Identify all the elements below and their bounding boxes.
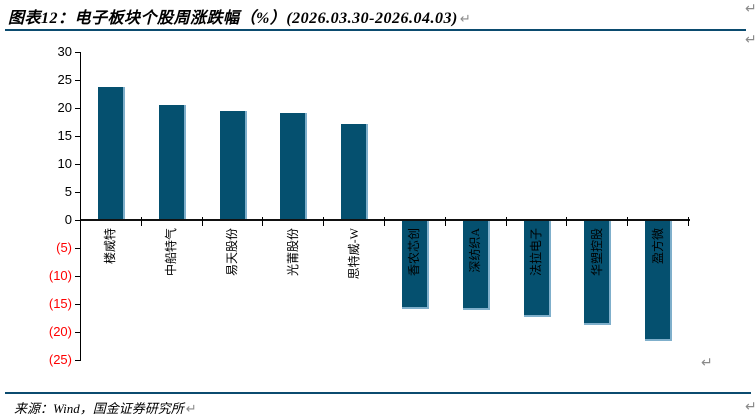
category-label: 香农芯创: [407, 228, 422, 277]
y-axis-tick-label: 10: [57, 156, 72, 171]
category-label: 楼威特: [103, 228, 118, 265]
return-mark-icon: ↵: [745, 1, 756, 17]
bar-4: [280, 112, 308, 219]
x-axis-tick: [262, 217, 264, 226]
x-axis-tick: [627, 217, 629, 226]
y-axis-tick-label: 15: [57, 128, 72, 143]
bar-3: [219, 110, 247, 219]
category-label: 盈方微: [650, 228, 665, 265]
y-axis-tick-label: (20): [48, 324, 72, 339]
y-axis-tick-label: (15): [48, 296, 72, 311]
y-axis-tick: [75, 136, 80, 137]
bar-5: [341, 123, 369, 219]
y-axis-tick: [75, 108, 80, 109]
x-axis-tick: [323, 217, 325, 226]
category-label: 法拉电子: [529, 228, 543, 277]
x-axis-tick: [688, 217, 689, 226]
y-axis-tick: [75, 360, 80, 361]
y-axis-tick-label: 25: [57, 72, 72, 87]
bar-1: [97, 87, 125, 219]
bar-9: [584, 221, 612, 325]
figure-title: 图表12：电子板块个股周涨跌幅（%）(2026.03.30-2026.04.03…: [8, 4, 471, 28]
category-label: 中船特气: [164, 228, 179, 277]
x-axis-tick: [505, 217, 507, 226]
x-axis-tick: [80, 217, 81, 226]
y-axis-tick: [75, 52, 80, 53]
figure-title-text: 图表12：电子板块个股周涨跌幅（%）(2026.03.30-2026.04.03…: [8, 10, 458, 27]
y-axis-tick: [75, 332, 80, 333]
x-axis-line: [80, 219, 690, 221]
category-label: 易天股份: [225, 228, 239, 277]
y-axis-tick: [75, 192, 80, 193]
x-axis-tick: [566, 217, 568, 226]
source-note: 来源：Wind，国金证券研究所 ↵: [14, 398, 197, 417]
y-axis-tick-label: 30: [57, 44, 72, 59]
return-mark-icon: ↵: [701, 355, 713, 371]
x-axis-tick: [201, 217, 203, 226]
x-axis-tick: [384, 217, 385, 226]
x-axis-tick: [140, 217, 142, 226]
bar-2: [158, 104, 186, 219]
y-axis-tick-label: 20: [57, 100, 72, 115]
bar-6: [401, 221, 429, 310]
y-axis-tick: [75, 164, 80, 165]
category-label: 深纺织A: [468, 228, 483, 273]
y-axis-line: [80, 52, 81, 361]
return-mark-icon: ↵: [745, 399, 756, 415]
x-axis-tick: [444, 217, 446, 226]
y-axis-tick: [75, 248, 80, 249]
y-axis-tick-label: (10): [48, 268, 72, 283]
category-label: 光莆股份: [285, 228, 300, 277]
return-mark-icon: ↵: [459, 12, 472, 27]
y-axis-tick-label: (5): [56, 240, 72, 255]
bar-7: [462, 221, 490, 310]
title-divider-line: [5, 29, 746, 31]
bar-10: [645, 221, 673, 341]
bar-8: [523, 221, 551, 317]
y-axis-tick: [75, 220, 80, 221]
y-axis-tick-label: (25): [48, 352, 72, 367]
y-axis-tick: [75, 304, 80, 305]
footer-divider-line: [5, 392, 751, 394]
y-axis-tick-label: 5: [64, 184, 72, 199]
return-mark-icon: ↵: [185, 402, 197, 417]
y-axis-tick: [75, 276, 80, 277]
category-label: 思特威-W: [346, 228, 361, 280]
source-note-text: 来源：Wind，国金证券研究所: [14, 401, 184, 416]
return-mark-icon: ↵: [745, 32, 756, 48]
y-axis-tick-label: 0: [64, 212, 72, 227]
category-label: 华塑控股: [589, 228, 604, 277]
y-axis-tick: [75, 80, 80, 81]
